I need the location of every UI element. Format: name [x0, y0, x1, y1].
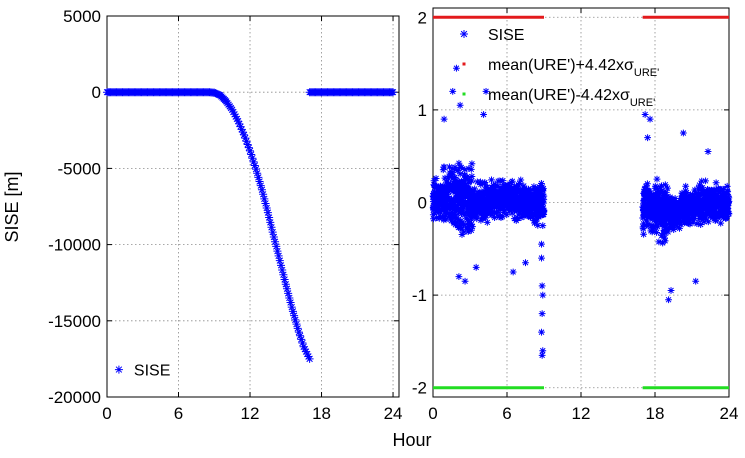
x-tick-label: 18	[646, 404, 665, 423]
x-tick-label: 24	[720, 404, 739, 423]
left-chart: 0 6 12 18 24 5000 0 -5000 -10000 -15000 -20000 SISE…	[2, 7, 403, 423]
plot-frame	[106, 15, 400, 398]
y-tick-label: -1	[412, 286, 427, 305]
legend-subscript: URE'	[634, 67, 659, 79]
legend-subscript: URE'	[630, 97, 655, 109]
sise-series-left-segment-1	[103, 88, 314, 363]
x-tick-label: 12	[241, 404, 260, 423]
legend-label-2: mean(URE')+4.42xσURE'	[488, 57, 659, 79]
x-tick-label: 0	[102, 404, 111, 423]
x-tick-label: 12	[572, 404, 591, 423]
legend-label-3: mean(URE')-4.42xσURE'	[488, 87, 655, 109]
y-axis-label: SISE [m]	[2, 171, 22, 242]
right-chart: 0 6 12 18 24 2 1 0 -1 -2 SISE mean(URE')+4.42xσURE'…	[412, 7, 739, 423]
y-tick-label: 5000	[63, 7, 101, 26]
legend-marker-sise	[460, 30, 468, 38]
legend-marker-upper	[462, 62, 466, 66]
y-tick-label: 2	[418, 8, 427, 27]
x-axis-label: Hour	[392, 430, 431, 450]
y-tick-label: -10000	[48, 236, 101, 255]
legend-marker-lower	[462, 92, 466, 96]
y-tick-label: 0	[418, 194, 427, 213]
y-tick-label: -15000	[48, 312, 101, 331]
x-tick-label: 0	[428, 404, 437, 423]
y-tick-label: -20000	[48, 388, 101, 407]
y-tick-label: 0	[92, 83, 101, 102]
legend-label-1: SISE	[488, 27, 524, 44]
sise-series-right	[429, 64, 733, 359]
sise-series-left-segment-2	[305, 88, 398, 97]
x-tick-label: 6	[174, 404, 183, 423]
x-tick-label: 24	[384, 404, 403, 423]
y-tick-label: 1	[418, 101, 427, 120]
y-tick-label: -5000	[58, 159, 101, 178]
x-tick-label: 18	[312, 404, 331, 423]
legend-label-sise: SISE	[134, 363, 170, 380]
right-legend: SISE mean(URE')+4.42xσURE' mean(URE')-4.42…	[460, 27, 659, 109]
x-tick-label: 6	[502, 404, 511, 423]
legend-marker-sise	[114, 365, 123, 374]
left-legend: SISE	[114, 363, 170, 380]
y-tick-label: -2	[412, 379, 427, 398]
